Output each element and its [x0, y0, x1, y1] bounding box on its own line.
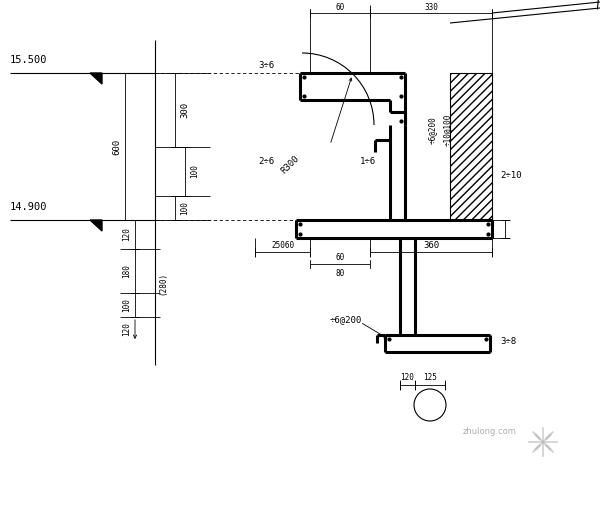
Text: 2÷6: 2÷6: [258, 158, 274, 166]
Text: 80: 80: [336, 269, 345, 279]
Text: 15.500: 15.500: [10, 55, 47, 65]
Text: 2÷10: 2÷10: [500, 171, 521, 179]
Text: 330: 330: [424, 3, 438, 11]
Text: 3÷8: 3÷8: [500, 337, 516, 346]
Text: ÷10@100: ÷10@100: [443, 114, 452, 146]
Text: 14.900: 14.900: [10, 202, 47, 212]
Text: 60: 60: [336, 3, 345, 11]
Text: 180: 180: [123, 264, 132, 278]
Text: 3÷6: 3÷6: [258, 60, 274, 70]
Text: 600: 600: [112, 138, 121, 154]
Text: ÷6@200: ÷6@200: [427, 116, 436, 144]
Text: 1÷6: 1÷6: [360, 158, 376, 166]
Text: zhulong.com: zhulong.com: [463, 427, 517, 436]
Text: R300: R300: [279, 154, 301, 176]
Text: 360: 360: [423, 240, 439, 250]
Text: 25060: 25060: [271, 240, 294, 250]
Text: 60: 60: [336, 253, 345, 263]
Text: 120: 120: [123, 322, 132, 336]
Polygon shape: [90, 220, 102, 231]
Text: 100: 100: [180, 201, 189, 215]
Bar: [450, 73, 492, 220]
Text: 125: 125: [423, 372, 437, 382]
Polygon shape: [90, 73, 102, 84]
Text: (280): (280): [158, 271, 168, 294]
Text: ÷6@200: ÷6@200: [330, 316, 362, 324]
Text: 100: 100: [123, 298, 132, 312]
Text: 120: 120: [123, 228, 132, 241]
Text: 100: 100: [191, 164, 200, 178]
Text: 120: 120: [400, 372, 414, 382]
Text: 300: 300: [180, 102, 189, 118]
